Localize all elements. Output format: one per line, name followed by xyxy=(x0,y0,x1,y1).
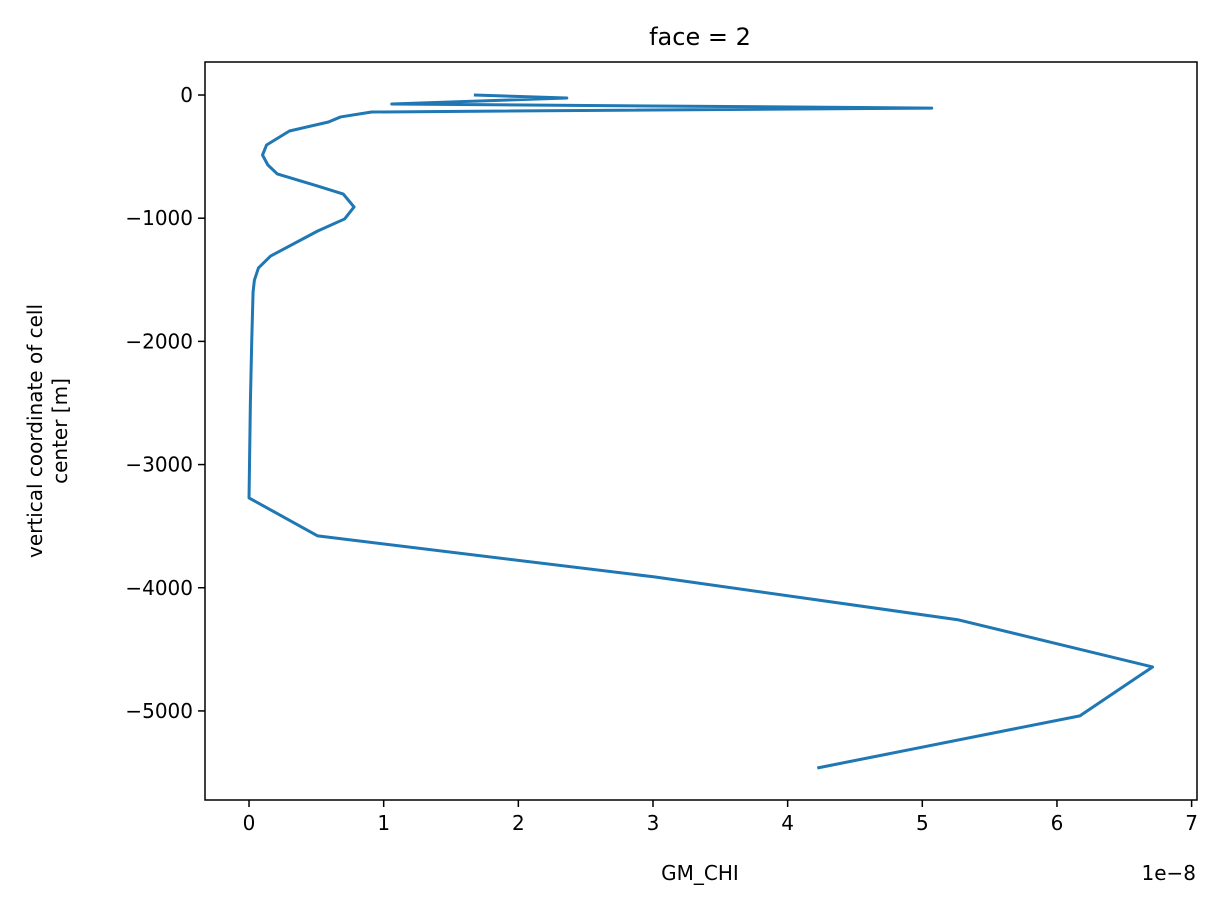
x-tick-label: 5 xyxy=(916,811,929,835)
y-tick-label: −1000 xyxy=(125,206,193,230)
plot-frame xyxy=(204,61,1198,801)
x-offset-label: 1e−8 xyxy=(1141,861,1196,885)
x-tick-label: 4 xyxy=(781,811,794,835)
y-tick-label: −4000 xyxy=(125,576,193,600)
y-axis-label: center [m] xyxy=(48,378,72,484)
data-line xyxy=(247,93,1155,770)
x-tick-label: 3 xyxy=(647,811,660,835)
x-tick-label: 6 xyxy=(1051,811,1064,835)
x-tick-label: 7 xyxy=(1185,811,1198,835)
x-tick-label: 2 xyxy=(512,811,525,835)
y-tick-label: 0 xyxy=(180,83,193,107)
x-tick-label: 1 xyxy=(377,811,390,835)
y-axis-label: vertical coordinate of cell xyxy=(23,304,47,558)
x-tick-label: 0 xyxy=(243,811,256,835)
chart-title: face = 2 xyxy=(649,23,751,51)
y-tick-label: −3000 xyxy=(125,453,193,477)
y-tick-label: −2000 xyxy=(125,329,193,353)
x-axis-label: GM_CHI xyxy=(661,861,739,885)
y-tick-label: −5000 xyxy=(125,699,193,723)
